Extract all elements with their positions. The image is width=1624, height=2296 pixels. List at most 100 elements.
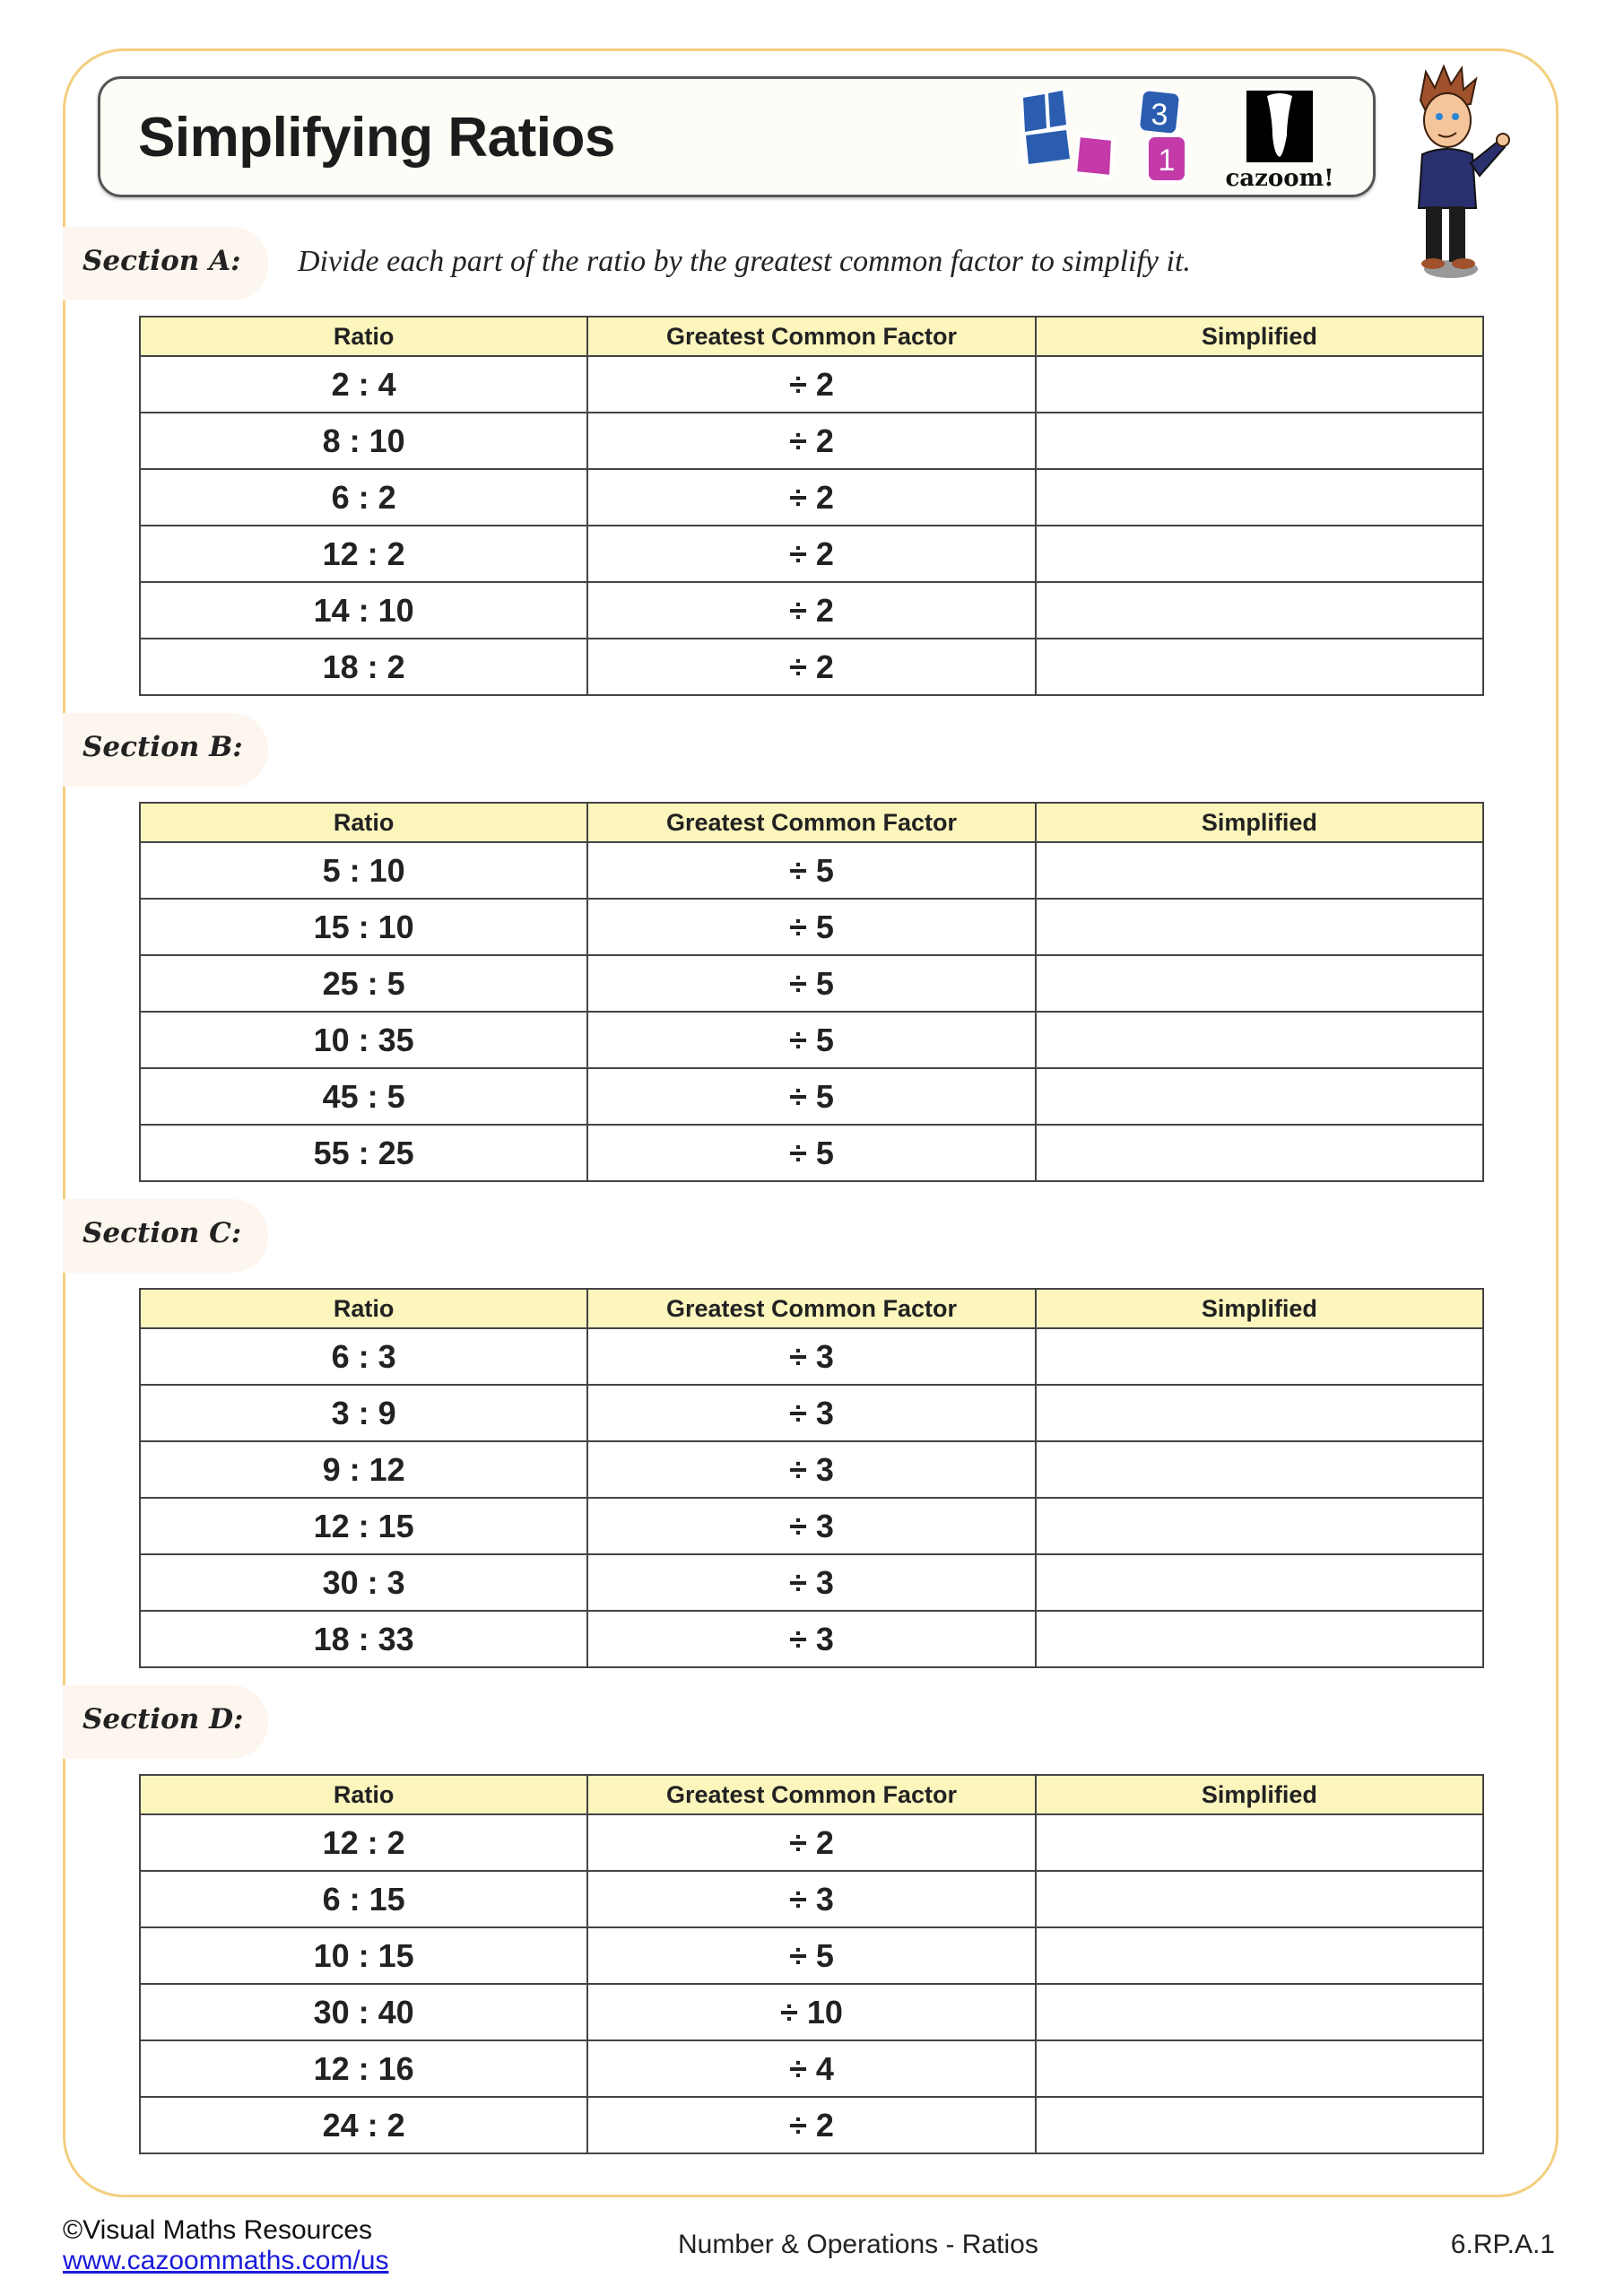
ratio-cell: 2 : 4 (138, 355, 589, 413)
simplified-answer-cell[interactable] (1034, 1384, 1485, 1442)
simplified-answer-cell[interactable] (1034, 2096, 1485, 2154)
ratio-cell: 15 : 10 (138, 898, 589, 956)
simplified-answer-cell[interactable] (1034, 1983, 1485, 2041)
simplified-answer-cell[interactable] (1034, 1067, 1485, 1126)
gcf-cell: ÷ 2 (586, 2096, 1037, 2154)
ratio-cell: 6 : 3 (138, 1327, 589, 1386)
ratio-cell: 10 : 35 (138, 1011, 589, 1069)
table-row: 5 : 10 ÷ 5 (138, 841, 1485, 900)
ratio-cell: 55 : 25 (138, 1124, 589, 1182)
section-label-background (63, 1199, 268, 1273)
footer-website-link[interactable]: www.cazoommaths.com/us (63, 2246, 389, 2275)
ratio-cell: 6 : 2 (138, 468, 589, 526)
ratio-cell: 12 : 15 (138, 1497, 589, 1555)
simplified-answer-cell[interactable] (1034, 1124, 1485, 1182)
simplified-answer-cell[interactable] (1034, 581, 1485, 639)
simplified-answer-cell[interactable] (1034, 638, 1485, 696)
simplified-answer-cell[interactable] (1034, 2039, 1485, 2098)
gcf-cell: ÷ 10 (586, 1983, 1037, 2041)
footer-copyright: ©Visual Maths Resources (63, 2215, 373, 2245)
table-row: 12 : 15 ÷ 3 (138, 1497, 1485, 1555)
table-row: 25 : 5 ÷ 5 (138, 954, 1485, 1013)
simplified-answer-cell[interactable] (1034, 898, 1485, 956)
table-header-row: Ratio Greatest Common Factor Simplified (138, 316, 1485, 357)
table-header-row: Ratio Greatest Common Factor Simplified (138, 1774, 1485, 1815)
simplified-answer-cell[interactable] (1034, 1553, 1485, 1612)
section-label: Section C: (83, 1217, 242, 1249)
page-title: Simplifying Ratios (138, 107, 615, 169)
table-row: 55 : 25 ÷ 5 (138, 1124, 1485, 1182)
ratio-table: Ratio Greatest Common Factor Simplified 5 :… (138, 802, 1485, 1182)
gcf-cell: ÷ 5 (586, 954, 1037, 1013)
column-header: Ratio (138, 1288, 589, 1329)
ratio-cell: 18 : 33 (138, 1610, 589, 1668)
section-label-background (63, 713, 268, 787)
column-header: Greatest Common Factor (586, 1774, 1037, 1815)
footer-standard: 6.RP.A.1 (1450, 2230, 1555, 2259)
gcf-cell: ÷ 3 (586, 1384, 1037, 1442)
ratio-cell: 14 : 10 (138, 581, 589, 639)
gcf-cell: ÷ 3 (586, 1553, 1037, 1612)
table-row: 9 : 12 ÷ 3 (138, 1440, 1485, 1499)
cazoom-bin-icon (1246, 91, 1313, 162)
table-row: 10 : 15 ÷ 5 (138, 1926, 1485, 1985)
table-row: 12 : 2 ÷ 2 (138, 525, 1485, 583)
mascot-character-icon (1417, 65, 1510, 278)
gcf-cell: ÷ 3 (586, 1610, 1037, 1668)
svg-text:1: 1 (1159, 144, 1176, 178)
column-header: Simplified (1034, 1774, 1485, 1815)
table-row: 3 : 9 ÷ 3 (138, 1384, 1485, 1442)
ratio-cell: 18 : 2 (138, 638, 589, 696)
table-row: 45 : 5 ÷ 5 (138, 1067, 1485, 1126)
table-row: 6 : 2 ÷ 2 (138, 468, 1485, 526)
table-row: 18 : 2 ÷ 2 (138, 638, 1485, 696)
table-row: 12 : 16 ÷ 4 (138, 2039, 1485, 2098)
ratio-cell: 25 : 5 (138, 954, 589, 1013)
gcf-cell: ÷ 3 (586, 1870, 1037, 1928)
simplified-answer-cell[interactable] (1034, 1497, 1485, 1555)
simplified-answer-cell[interactable] (1034, 525, 1485, 583)
table-row: 6 : 3 ÷ 3 (138, 1327, 1485, 1386)
ratio-cell: 12 : 16 (138, 2039, 589, 2098)
column-header: Ratio (138, 802, 589, 843)
gcf-cell: ÷ 4 (586, 2039, 1037, 2098)
simplified-answer-cell[interactable] (1034, 468, 1485, 526)
simplified-answer-cell[interactable] (1034, 355, 1485, 413)
ratio-cell: 24 : 2 (138, 2096, 589, 2154)
ratio-cell: 45 : 5 (138, 1067, 589, 1126)
ratio-table: Ratio Greatest Common Factor Simplified 6 :… (138, 1288, 1485, 1668)
table-row: 6 : 15 ÷ 3 (138, 1870, 1485, 1928)
simplified-answer-cell[interactable] (1034, 1926, 1485, 1985)
simplified-answer-cell[interactable] (1034, 412, 1485, 470)
gcf-cell: ÷ 2 (586, 355, 1037, 413)
table-header-row: Ratio Greatest Common Factor Simplified (138, 802, 1485, 843)
number-tile-3: 3 (1136, 87, 1183, 137)
gcf-cell: ÷ 5 (586, 1926, 1037, 1985)
gcf-cell: ÷ 5 (586, 1124, 1037, 1182)
ratio-table: Ratio Greatest Common Factor Simplified 12 … (138, 1774, 1485, 2154)
gcf-cell: ÷ 5 (586, 898, 1037, 956)
simplified-answer-cell[interactable] (1034, 1440, 1485, 1499)
section-label: Section D: (83, 1703, 244, 1735)
gcf-cell: ÷ 5 (586, 1011, 1037, 1069)
simplified-answer-cell[interactable] (1034, 1327, 1485, 1386)
simplified-answer-cell[interactable] (1034, 954, 1485, 1013)
table-row: 12 : 2 ÷ 2 (138, 1813, 1485, 1872)
simplified-answer-cell[interactable] (1034, 1610, 1485, 1668)
page-frame (63, 48, 1559, 2197)
gcf-cell: ÷ 5 (586, 841, 1037, 900)
ratio-cell: 3 : 9 (138, 1384, 589, 1442)
column-header: Simplified (1034, 316, 1485, 357)
simplified-answer-cell[interactable] (1034, 1011, 1485, 1069)
ratio-cell: 10 : 15 (138, 1926, 589, 1985)
table-row: 30 : 3 ÷ 3 (138, 1553, 1485, 1612)
ratio-table: Ratio Greatest Common Factor Simplified 2 :… (138, 316, 1485, 696)
ratio-cell: 9 : 12 (138, 1440, 589, 1499)
simplified-answer-cell[interactable] (1034, 841, 1485, 900)
simplified-answer-cell[interactable] (1034, 1813, 1485, 1872)
column-header: Ratio (138, 316, 589, 357)
simplified-answer-cell[interactable] (1034, 1870, 1485, 1928)
column-header: Ratio (138, 1774, 589, 1815)
table-row: 8 : 10 ÷ 2 (138, 412, 1485, 470)
column-header: Greatest Common Factor (586, 1288, 1037, 1329)
